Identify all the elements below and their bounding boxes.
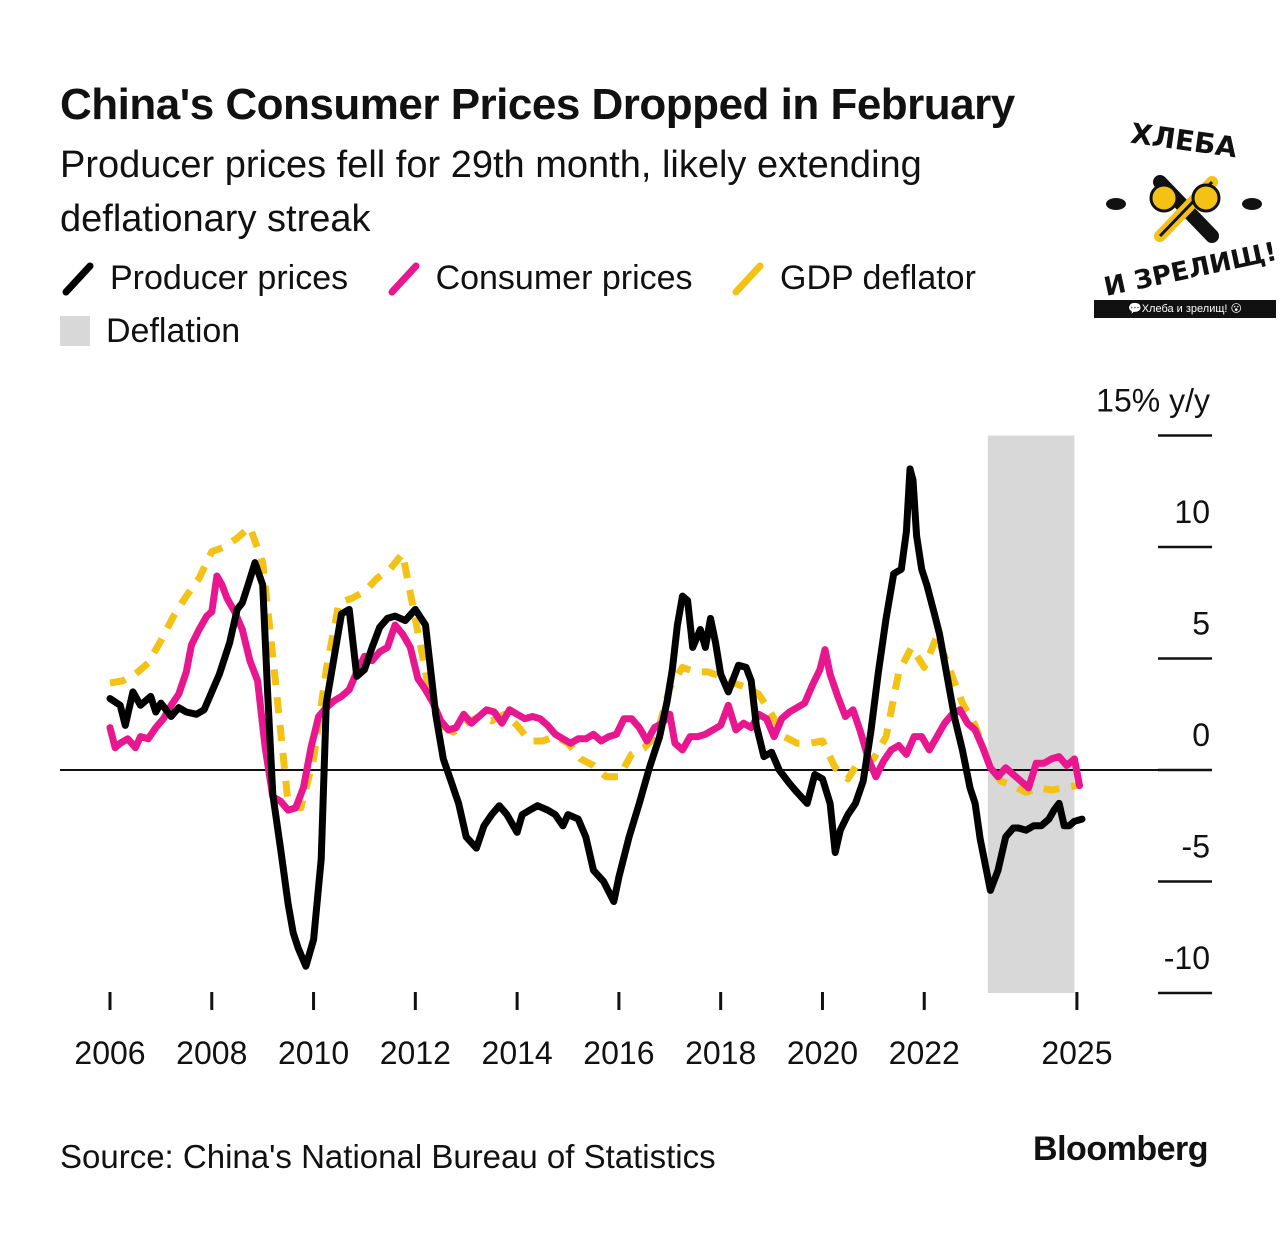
legend-producer-slash-icon bbox=[62, 262, 94, 296]
x-tick-label: 2022 bbox=[889, 1035, 960, 1071]
chart-subtitle: Producer prices fell for 29th month, lik… bbox=[60, 144, 922, 240]
legend-item-deflation: Deflation bbox=[60, 305, 240, 357]
series-line-gdp bbox=[109, 523, 1078, 812]
watermark-caption: 💬Хлеба и зрелищ! 😮 bbox=[1094, 300, 1276, 318]
x-tick-label: 2020 bbox=[787, 1035, 858, 1071]
legend-deflation-label: Deflation bbox=[106, 311, 241, 350]
legend-item-consumer: Consumer prices bbox=[386, 252, 693, 304]
y-tick-label: -5 bbox=[1182, 829, 1210, 865]
legend-consumer-slash-icon bbox=[388, 262, 420, 296]
chart-title: China's Consumer Prices Dropped in Febru… bbox=[60, 80, 1015, 129]
y-tick-label: -10 bbox=[1164, 940, 1210, 976]
legend-item-producer: Producer prices bbox=[60, 252, 348, 304]
x-tick-label: 2014 bbox=[482, 1035, 553, 1071]
legend-deflation-swatch bbox=[60, 316, 90, 346]
y-tick-label: 10 bbox=[1174, 494, 1210, 530]
legend-consumer-label: Consumer prices bbox=[435, 258, 693, 297]
bread-and-circuses-logo-icon: ХЛЕБА И ЗРЕЛИЩ! bbox=[1101, 117, 1279, 303]
x-tick-label: 2012 bbox=[380, 1035, 451, 1071]
legend-gdp-slash-icon bbox=[732, 262, 764, 296]
legend-gdp-label: GDP deflator bbox=[780, 258, 976, 297]
legend: Producer prices Consumer prices GDP defl… bbox=[60, 252, 1080, 357]
series-line-consumer bbox=[106, 572, 1083, 814]
legend-item-gdp: GDP deflator bbox=[730, 252, 976, 304]
source-note: Source: China's National Bureau of Stati… bbox=[60, 1138, 716, 1175]
y-tick-label: 0 bbox=[1192, 717, 1210, 753]
series-line-producer bbox=[106, 465, 1086, 970]
chart-area: 15% y/y 10 5 0 -5 -10 2006 2008 2010 2012 2014 2016… bbox=[60, 383, 1212, 1071]
y-tick-label: 15% y/y bbox=[1096, 383, 1210, 419]
x-tick-label: 2010 bbox=[278, 1035, 349, 1071]
x-tick-label: 2018 bbox=[685, 1035, 756, 1071]
y-tick-label: 5 bbox=[1192, 606, 1210, 642]
x-tick-label: 2008 bbox=[176, 1035, 247, 1071]
svg-text:ХЛЕБА: ХЛЕБА bbox=[1129, 117, 1240, 165]
x-tick-label: 2006 bbox=[74, 1035, 145, 1071]
legend-producer-label: Producer prices bbox=[110, 258, 349, 297]
svg-text:И ЗРЕЛИЩ!: И ЗРЕЛИЩ! bbox=[1101, 237, 1276, 300]
watermark-logo: ХЛЕБА И ЗРЕЛИЩ! 💬Хлеба и зрелищ! 😮 bbox=[1094, 100, 1280, 318]
x-tick-label: 2016 bbox=[583, 1035, 654, 1071]
deflation-shade bbox=[987, 435, 1075, 993]
bloomberg-logo: Bloomberg bbox=[1033, 1130, 1208, 1168]
x-tick-label: 2025 bbox=[1041, 1035, 1112, 1071]
